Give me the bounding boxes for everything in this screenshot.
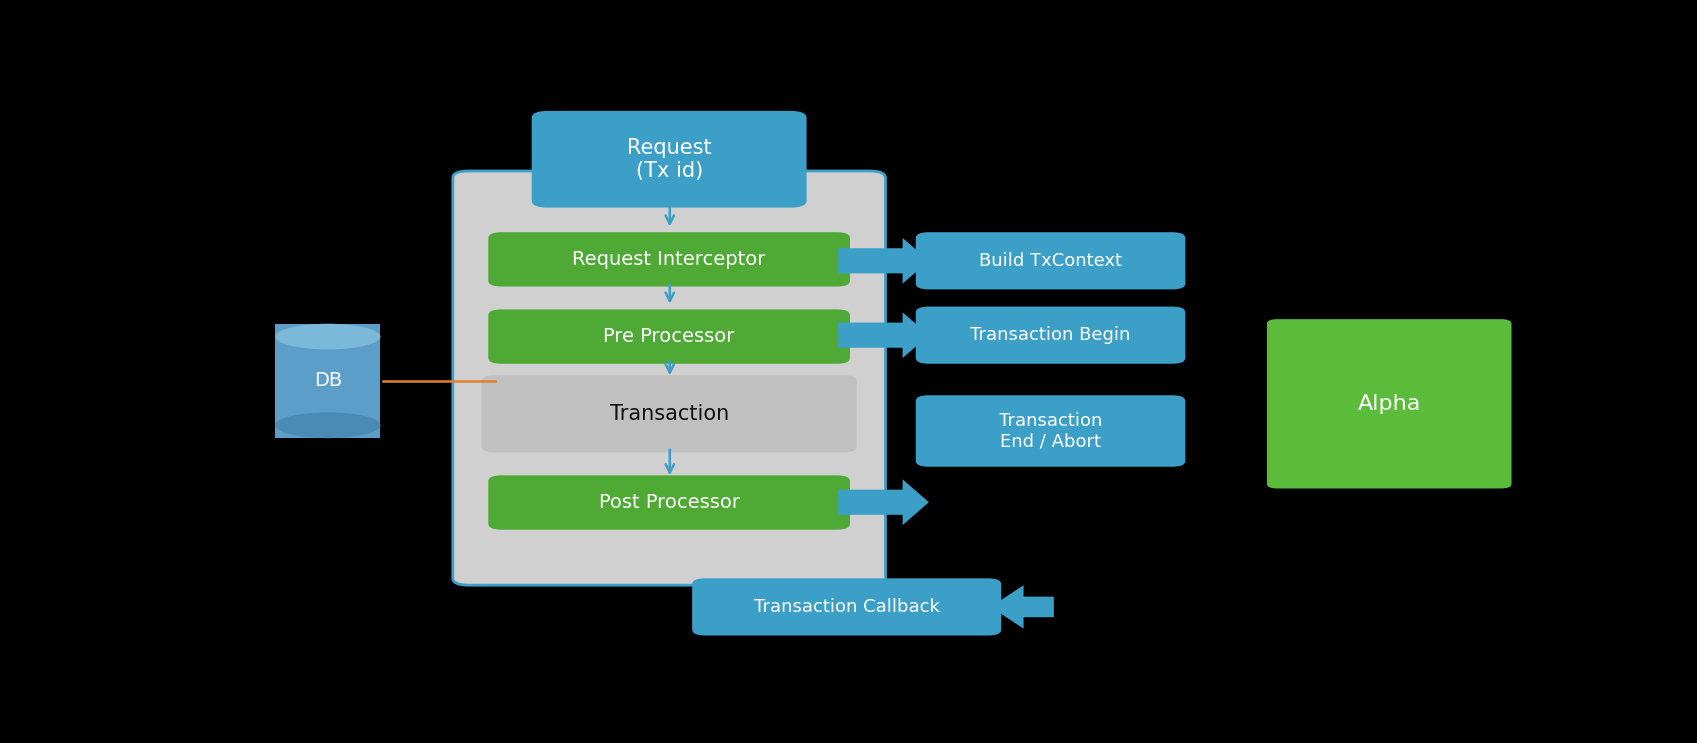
Text: DB: DB: [314, 372, 343, 390]
Text: Build TxContext: Build TxContext: [979, 252, 1122, 270]
FancyBboxPatch shape: [692, 578, 1001, 635]
FancyBboxPatch shape: [531, 111, 806, 207]
Text: Request
(Tx id): Request (Tx id): [626, 137, 711, 181]
Ellipse shape: [275, 412, 380, 438]
Text: Alpha: Alpha: [1358, 394, 1420, 414]
FancyBboxPatch shape: [489, 476, 850, 530]
Text: Pre Processor: Pre Processor: [604, 327, 735, 346]
FancyBboxPatch shape: [453, 171, 886, 585]
Text: Transaction: Transaction: [609, 404, 728, 424]
Bar: [275, 324, 380, 438]
Text: Request Interceptor: Request Interceptor: [572, 250, 765, 269]
Text: Transaction Begin: Transaction Begin: [971, 326, 1130, 344]
FancyBboxPatch shape: [482, 375, 857, 452]
FancyBboxPatch shape: [489, 309, 850, 364]
FancyBboxPatch shape: [489, 232, 850, 287]
FancyBboxPatch shape: [916, 307, 1185, 364]
Polygon shape: [991, 585, 1054, 629]
FancyBboxPatch shape: [916, 395, 1185, 467]
FancyBboxPatch shape: [1268, 319, 1512, 488]
Ellipse shape: [275, 324, 380, 349]
Polygon shape: [838, 238, 928, 284]
Polygon shape: [838, 312, 928, 358]
Text: Transaction Callback: Transaction Callback: [753, 598, 940, 616]
Polygon shape: [838, 479, 928, 525]
FancyBboxPatch shape: [916, 232, 1185, 289]
Text: Transaction
End / Abort: Transaction End / Abort: [1000, 412, 1103, 450]
Text: Post Processor: Post Processor: [599, 493, 740, 512]
